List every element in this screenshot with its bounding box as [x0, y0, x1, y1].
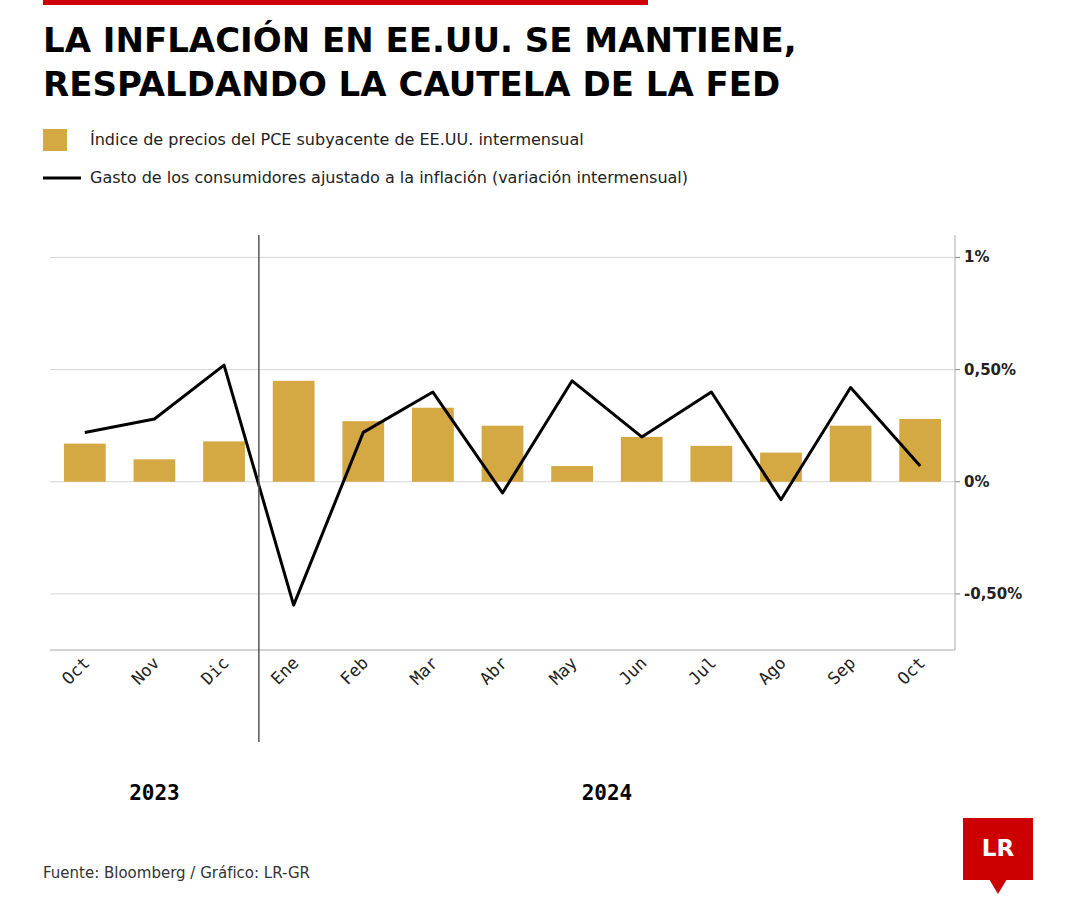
x-axis: Oct Nov Dic Ene Feb Mar Abr May Jun Jul Ago Sep Oct — [58, 653, 929, 689]
x-tick-label: Jul — [684, 653, 720, 689]
y-tick-label: 0% — [964, 473, 989, 491]
bar — [273, 381, 315, 482]
legend: Índice de precios del PCE subyacente de … — [43, 129, 688, 187]
x-tick-label: Oct — [893, 653, 929, 689]
x-tick-label: Abr — [475, 653, 511, 689]
y-axis-line — [955, 235, 956, 650]
legend-swatch — [43, 129, 67, 151]
y-tick — [955, 481, 960, 482]
y-tick-label: 1% — [964, 248, 989, 266]
background — [0, 0, 1080, 900]
title: LA INFLACIÓN EN EE.UU. SE MANTIENE,RESPA… — [43, 20, 797, 104]
y-axis: -0,50% 0% 0,50% 1% — [955, 235, 1022, 650]
x-tick-label: May — [545, 653, 581, 689]
bar — [64, 444, 106, 482]
logo-text: LR — [982, 835, 1015, 861]
bar — [830, 426, 872, 482]
logo-triangle — [990, 880, 1007, 894]
line — [85, 365, 920, 605]
logo-box — [963, 818, 1033, 880]
y-tick — [955, 593, 960, 594]
x-tick-label: Sep — [824, 653, 860, 689]
year-divider — [258, 235, 260, 742]
title-line: LA INFLACIÓN EN EE.UU. SE MANTIENE, — [43, 20, 797, 60]
y-tick — [955, 369, 960, 370]
logo: LR — [963, 818, 1033, 894]
year-label: 2024 — [582, 781, 633, 805]
bar — [203, 441, 245, 481]
x-tick-label: Oct — [58, 653, 94, 689]
chart: LA INFLACIÓN EN EE.UU. SE MANTIENE,RESPA… — [0, 0, 1080, 900]
grid — [50, 257, 955, 593]
x-tick-label: Nov — [127, 653, 163, 689]
marks — [64, 365, 941, 605]
grid-line — [50, 369, 955, 370]
bar — [134, 459, 176, 481]
y-tick-label: 0,50% — [964, 361, 1016, 379]
bar — [690, 446, 732, 482]
title-line: RESPALDANDO LA CAUTELA DE LA FED — [43, 64, 780, 104]
grid-line — [50, 257, 955, 258]
x-axis-line — [50, 650, 955, 651]
x-tick-label: Jun — [615, 653, 651, 689]
x-tick-label: Mar — [406, 653, 442, 689]
bar — [621, 437, 663, 482]
legend-label: Índice de precios del PCE subyacente de … — [90, 130, 584, 149]
y-tick — [955, 257, 960, 258]
x-tick-label: Dic — [197, 653, 233, 689]
x-tick-label: Ago — [754, 653, 790, 689]
bar — [412, 408, 454, 482]
y-tick-label: -0,50% — [964, 585, 1022, 603]
legend-label: Gasto de los consumidores ajustado a la … — [90, 168, 688, 187]
source: Fuente: Bloomberg / Gráfico: LR-GR — [43, 864, 310, 882]
bar — [551, 466, 593, 482]
grid-line — [50, 593, 955, 594]
x-tick-label: Ene — [267, 653, 303, 689]
legend-swatch — [43, 177, 81, 180]
top-bar — [43, 0, 648, 5]
year-label: 2023 — [129, 781, 180, 805]
x-tick-label: Feb — [336, 653, 372, 689]
